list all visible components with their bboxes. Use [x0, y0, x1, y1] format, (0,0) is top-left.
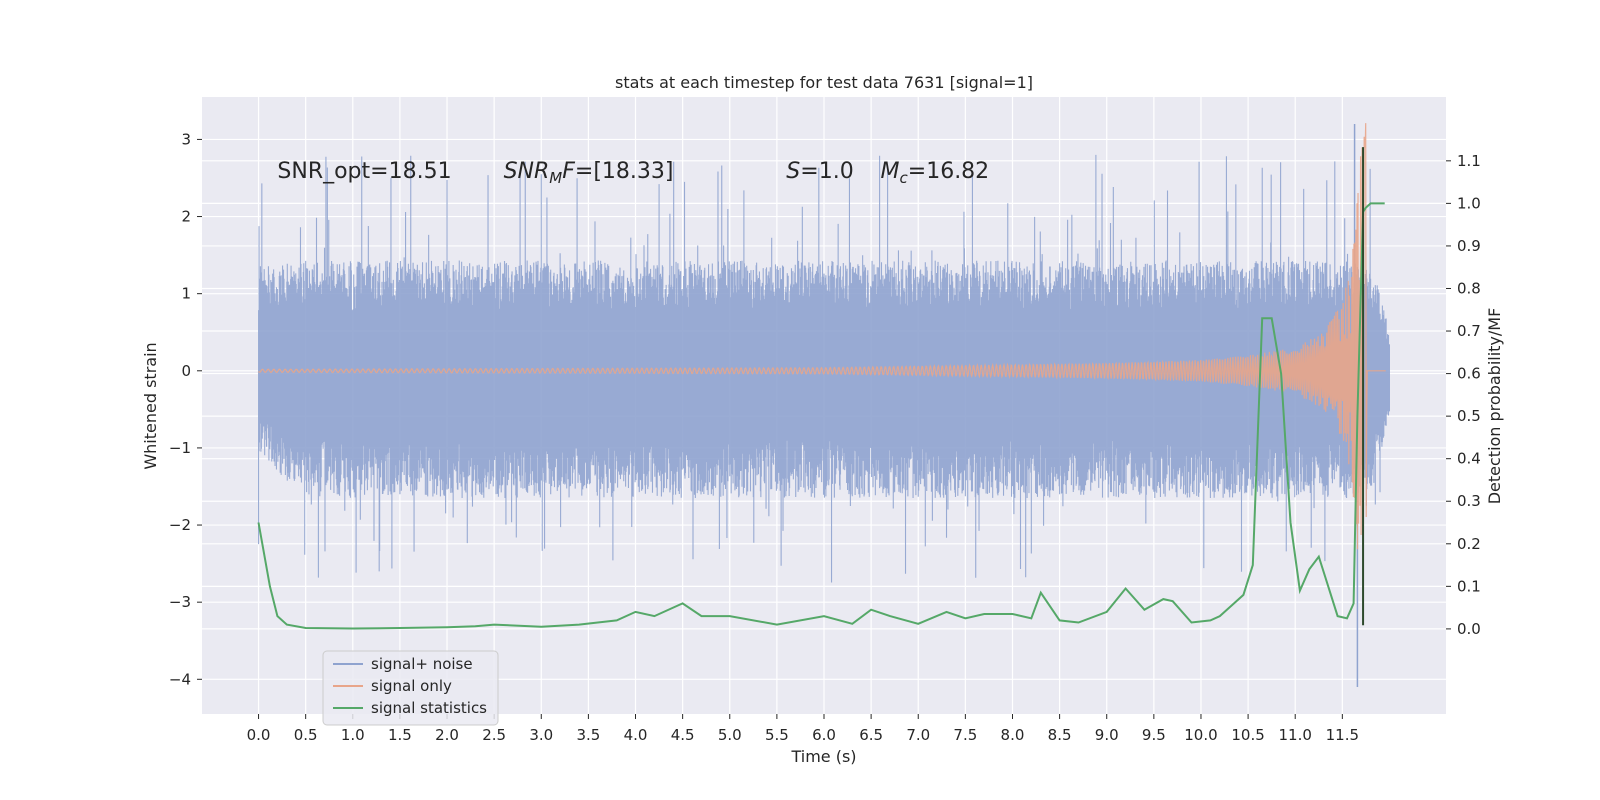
y2-tick-label: 0.1: [1457, 577, 1481, 595]
legend-label-signal: signal only: [371, 677, 452, 695]
y-tick-label: 0: [181, 362, 191, 380]
legend: signal+ noise signal only signal statist…: [322, 650, 499, 726]
x-tick-label: 0.0: [247, 726, 271, 744]
y-tick-label: −1: [169, 439, 191, 457]
annotation-snr-mf: SNRMF=[18.33]: [504, 159, 674, 187]
legend-label-noise: signal+ noise: [371, 655, 473, 673]
y2-tick-label: 0.3: [1457, 492, 1481, 510]
y-tick-label: −4: [169, 670, 191, 688]
annotation-snr-opt: SNR_opt=18.51: [277, 159, 451, 184]
series-signal-only: [258, 123, 1386, 580]
y2-tick-label: 0.9: [1457, 237, 1481, 255]
annotation-mc-value: Mc=16.82: [881, 159, 990, 187]
x-tick-label: 2.5: [482, 726, 506, 744]
x-tick-label: 1.5: [388, 726, 412, 744]
y2-tick-label: 0.4: [1457, 450, 1481, 468]
y-tick-label: 1: [181, 285, 191, 303]
series-signal-statistics: [257, 202, 1385, 630]
y-tick-label: 2: [181, 208, 191, 226]
y-tick-label: −2: [169, 516, 191, 534]
x-tick-label: 3.5: [576, 726, 600, 744]
y2-tick-label: 0.5: [1457, 407, 1481, 425]
y2-tick-label: 0.2: [1457, 535, 1481, 553]
y2-tick-label: 1.0: [1457, 194, 1481, 212]
y2-tick-label: 0.8: [1457, 279, 1481, 297]
x-axis-ticks: 0.0 0.5 1.0 1.5 2.0 2.5 3.0 3.5 4.0 4.5 5.0 5.5 6.0 6…: [247, 714, 1359, 744]
y-axis-ticks: 3 2 1 0 −1 −2 −3 −4: [169, 130, 202, 688]
x-tick-label: 10.0: [1184, 726, 1217, 744]
annotation-s-value: S=1.0: [786, 159, 853, 184]
x-tick-label: 11.5: [1326, 726, 1359, 744]
x-tick-label: 3.0: [529, 726, 553, 744]
legend-box: [322, 650, 499, 726]
signal-layer: [258, 123, 1386, 580]
x-tick-label: 7.0: [906, 726, 930, 744]
y-tick-label: −3: [169, 593, 191, 611]
y2-tick-label: 0.0: [1457, 620, 1481, 638]
annotations: SNR_opt=18.51 SNRMF=[18.33] S=1.0 Mc=16.82: [277, 159, 989, 187]
x-tick-label: 4.0: [624, 726, 648, 744]
x-tick-label: 2.0: [435, 726, 459, 744]
x-tick-label: 10.5: [1231, 726, 1264, 744]
stats-layer: [257, 147, 1385, 630]
y2-tick-label: 0.6: [1457, 365, 1481, 383]
x-tick-label: 5.5: [765, 726, 789, 744]
y2-axis-ticks: 1.1 1.0 0.9 0.8 0.7 0.6 0.5 0.4 0.3 0.2 0.1 0.0: [1446, 152, 1481, 638]
x-tick-label: 9.5: [1142, 726, 1166, 744]
x-tick-label: 8.0: [1001, 726, 1025, 744]
x-axis-label: Time (s): [790, 747, 856, 766]
y-axis-label: Whitened strain: [141, 342, 160, 469]
x-tick-label: 0.5: [294, 726, 318, 744]
x-tick-label: 6.5: [859, 726, 883, 744]
x-tick-label: 5.0: [718, 726, 742, 744]
legend-label-stats: signal statistics: [371, 699, 487, 717]
x-tick-label: 9.0: [1095, 726, 1119, 744]
y2-tick-label: 0.7: [1457, 322, 1481, 340]
x-tick-label: 7.5: [953, 726, 977, 744]
chart-title: stats at each timestep for test data 763…: [615, 73, 1033, 92]
y2-axis-label: Detection probability/MF: [1485, 308, 1504, 505]
y-tick-label: 3: [181, 130, 191, 148]
x-tick-label: 8.5: [1048, 726, 1072, 744]
x-tick-label: 4.5: [671, 726, 695, 744]
x-tick-label: 6.0: [812, 726, 836, 744]
x-tick-label: 11.0: [1279, 726, 1312, 744]
x-tick-label: 1.0: [341, 726, 365, 744]
y2-tick-label: 1.1: [1457, 152, 1481, 170]
